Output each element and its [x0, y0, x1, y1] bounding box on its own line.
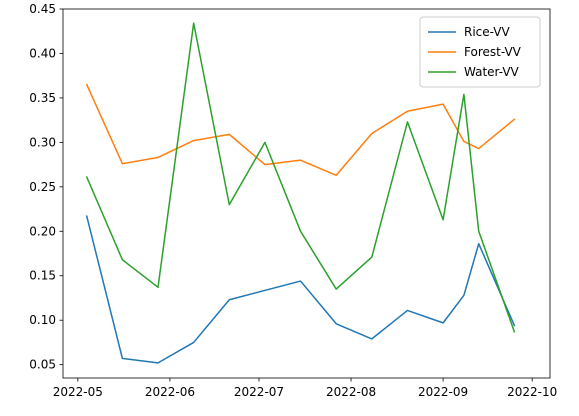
legend-label: Water-VV [464, 65, 520, 79]
y-tick-label: 0.45 [29, 2, 56, 16]
series-line-rice-vv [85, 215, 516, 364]
y-tick-label: 0.15 [29, 269, 56, 283]
y-tick-label: 0.40 [29, 46, 56, 60]
x-tick-label: 2022-06 [145, 385, 195, 399]
y-tick-label: 0.35 [29, 91, 56, 105]
legend-label: Rice-VV [464, 25, 510, 39]
x-tick-label: 2022-10 [507, 385, 557, 399]
legend-label: Forest-VV [464, 45, 522, 59]
x-tick-label: 2022-09 [418, 385, 468, 399]
y-tick-label: 0.20 [29, 224, 56, 238]
legend-box [419, 16, 541, 88]
y-tick-label: 0.10 [29, 313, 56, 327]
legend: Rice-VV Forest-VV Water-VV [419, 16, 541, 88]
plot-area [85, 22, 516, 364]
y-tick-label: 0.30 [29, 135, 56, 149]
plot-frame [62, 8, 551, 379]
series-line-forest-vv [85, 83, 516, 177]
y-tick-label: 0.05 [29, 358, 56, 372]
x-tick-label: 2022-05 [53, 385, 103, 399]
x-tick-label: 2022-07 [234, 385, 284, 399]
y-tick-label: 0.25 [29, 180, 56, 194]
axes: 0.05 0.10 0.15 0.20 0.25 0.30 0.35 0.40 0.45 2022… [29, 2, 557, 399]
x-tick-label: 2022-08 [326, 385, 376, 399]
series-line-water-vv [85, 22, 516, 333]
